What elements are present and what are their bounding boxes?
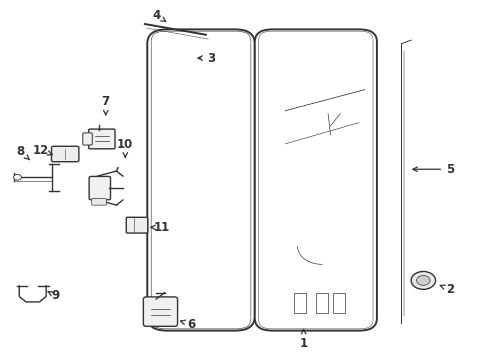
- FancyBboxPatch shape: [89, 129, 115, 149]
- FancyBboxPatch shape: [255, 30, 377, 330]
- Text: 5: 5: [413, 163, 454, 176]
- Text: 4: 4: [152, 9, 166, 22]
- FancyBboxPatch shape: [51, 146, 79, 162]
- Text: 11: 11: [151, 221, 170, 234]
- Text: 9: 9: [48, 289, 60, 302]
- Circle shape: [411, 271, 436, 289]
- Text: 10: 10: [117, 138, 133, 157]
- Bar: [294, 293, 306, 312]
- Bar: [316, 293, 328, 312]
- FancyBboxPatch shape: [126, 217, 148, 233]
- Text: 7: 7: [102, 95, 110, 115]
- FancyBboxPatch shape: [144, 297, 177, 326]
- Circle shape: [416, 275, 430, 285]
- FancyBboxPatch shape: [92, 199, 106, 205]
- Text: 2: 2: [440, 283, 454, 296]
- FancyBboxPatch shape: [147, 30, 255, 330]
- Text: 12: 12: [33, 144, 52, 157]
- FancyBboxPatch shape: [83, 133, 92, 145]
- Circle shape: [14, 175, 22, 180]
- Text: 6: 6: [181, 318, 196, 331]
- FancyBboxPatch shape: [259, 31, 373, 329]
- Text: 3: 3: [198, 51, 215, 64]
- Text: 8: 8: [16, 145, 29, 160]
- FancyBboxPatch shape: [151, 31, 251, 329]
- FancyBboxPatch shape: [89, 176, 111, 200]
- Text: 1: 1: [299, 329, 308, 350]
- Bar: [333, 293, 345, 312]
